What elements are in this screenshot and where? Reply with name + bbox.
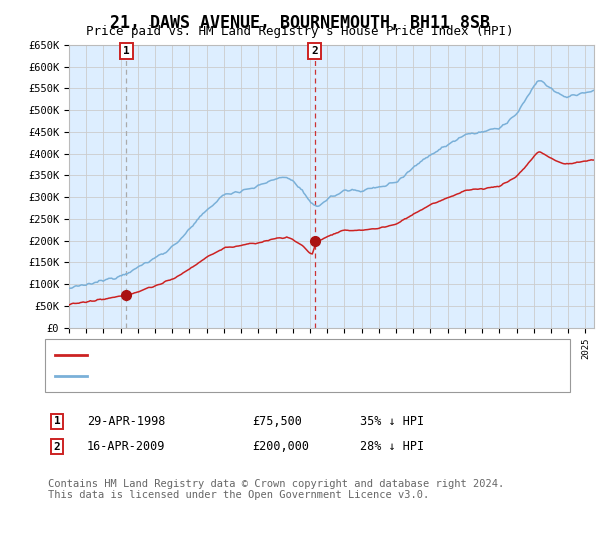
Text: 16-APR-2009: 16-APR-2009 [87, 440, 166, 454]
Text: 21, DAWS AVENUE, BOURNEMOUTH, BH11 8SB: 21, DAWS AVENUE, BOURNEMOUTH, BH11 8SB [110, 14, 490, 32]
Text: 2: 2 [311, 46, 319, 56]
Text: Contains HM Land Registry data © Crown copyright and database right 2024.
This d: Contains HM Land Registry data © Crown c… [48, 479, 504, 501]
Text: HPI: Average price, detached house, Bournemouth Christchurch and Poole: HPI: Average price, detached house, Bour… [94, 371, 549, 381]
Text: £75,500: £75,500 [252, 414, 302, 428]
Text: 1: 1 [123, 46, 130, 56]
Text: 2: 2 [53, 442, 61, 452]
Text: 35% ↓ HPI: 35% ↓ HPI [360, 414, 424, 428]
Text: Price paid vs. HM Land Registry's House Price Index (HPI): Price paid vs. HM Land Registry's House … [86, 25, 514, 38]
Text: 21, DAWS AVENUE, BOURNEMOUTH, BH11 8SB (detached house): 21, DAWS AVENUE, BOURNEMOUTH, BH11 8SB (… [94, 350, 452, 360]
Text: £200,000: £200,000 [252, 440, 309, 454]
Text: 29-APR-1998: 29-APR-1998 [87, 414, 166, 428]
Text: 28% ↓ HPI: 28% ↓ HPI [360, 440, 424, 454]
Text: 1: 1 [53, 416, 61, 426]
